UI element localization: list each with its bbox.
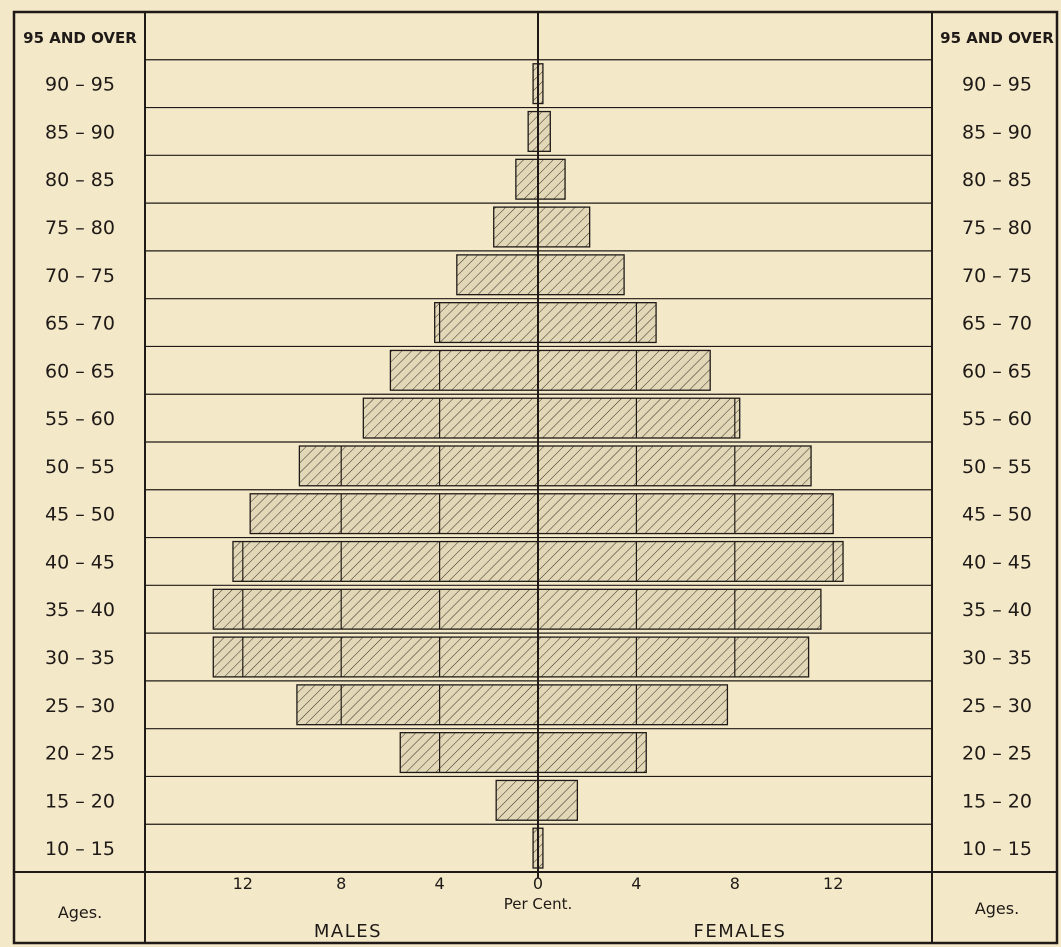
- age-label-left: 65 – 70: [45, 313, 115, 335]
- bar-males-14: [515, 158, 539, 200]
- age-label-right: 15 – 20: [962, 790, 1032, 812]
- ages-label-right: Ages.: [975, 899, 1019, 918]
- bar-males-5: [212, 588, 539, 630]
- males-label: MALES: [314, 921, 382, 942]
- bar-males-15: [527, 110, 539, 152]
- age-label-right: 80 – 85: [962, 169, 1032, 191]
- x-tick-label: 12: [823, 874, 843, 893]
- age-label-left: 90 – 95: [45, 74, 115, 96]
- x-tick-label: 4: [631, 874, 641, 893]
- ages-label-left: Ages.: [58, 903, 102, 922]
- bar-females-4: [537, 636, 810, 678]
- age-label-right: 40 – 45: [962, 551, 1032, 573]
- age-label-right: 90 – 95: [962, 74, 1032, 96]
- gridlines: [242, 12, 834, 878]
- age-label-left: 80 – 85: [45, 169, 115, 191]
- age-label-right: 70 – 75: [962, 265, 1032, 287]
- age-label-left: 20 – 25: [45, 743, 115, 765]
- age-label-left: 45 – 50: [45, 504, 115, 526]
- bar-females-13: [537, 206, 591, 248]
- age-label-right: 35 – 40: [962, 599, 1032, 621]
- age-label-left: 25 – 30: [45, 695, 115, 717]
- x-tick-label: 12: [233, 874, 253, 893]
- bar-females-12: [537, 254, 625, 296]
- bar-females-8: [537, 445, 812, 487]
- age-label-right: 50 – 55: [962, 456, 1032, 478]
- bar-males-6: [232, 540, 539, 582]
- age-label-left: 50 – 55: [45, 456, 115, 478]
- age-label-right: 75 – 80: [962, 217, 1032, 239]
- age-label-right: 20 – 25: [962, 743, 1032, 765]
- x-tick-label: 8: [336, 874, 346, 893]
- age-label-right: 25 – 30: [962, 695, 1032, 717]
- age-label-left: 70 – 75: [45, 265, 115, 287]
- females-label: FEMALES: [694, 921, 787, 942]
- age-label-right: 30 – 35: [962, 647, 1032, 669]
- bar-females-10: [537, 349, 711, 391]
- x-tick-label: 0: [533, 874, 543, 893]
- bar-males-10: [389, 349, 539, 391]
- bar-males-2: [399, 732, 539, 774]
- bar-females-15: [537, 110, 551, 152]
- bar-females-5: [537, 588, 822, 630]
- bar-females-9: [537, 397, 741, 439]
- x-axis-label: Per Cent.: [504, 895, 573, 913]
- bars: [212, 63, 844, 869]
- bar-females-1: [537, 779, 579, 821]
- labels: 95 AND OVER 95 AND OVER 90 – 95 90 – 95 85 –…: [23, 29, 1054, 942]
- age-label-left: 10 – 15: [45, 838, 115, 860]
- x-tick-label: 4: [435, 874, 445, 893]
- bar-males-1: [495, 779, 539, 821]
- x-tick-label: 8: [730, 874, 740, 893]
- bar-males-13: [493, 206, 539, 248]
- age-label-left: 15 – 20: [45, 790, 115, 812]
- outer-border: [12, 10, 1059, 945]
- bar-females-11: [537, 302, 657, 344]
- age-label-left: 30 – 35: [45, 647, 115, 669]
- bar-females-7: [537, 493, 834, 535]
- age-label-left: 60 – 65: [45, 360, 115, 382]
- bar-males-3: [296, 684, 539, 726]
- age-label-right: 55 – 60: [962, 408, 1032, 430]
- bar-males-12: [456, 254, 539, 296]
- chart-frame: [12, 10, 1059, 945]
- bar-females-6: [537, 540, 844, 582]
- age-label-left: 85 – 90: [45, 121, 115, 143]
- age-label-left: 55 – 60: [45, 408, 115, 430]
- bar-males-8: [298, 445, 539, 487]
- bar-females-3: [537, 684, 729, 726]
- bar-males-9: [362, 397, 539, 439]
- bar-females-2: [537, 732, 647, 774]
- bar-males-11: [434, 302, 539, 344]
- bar-females-14: [537, 158, 566, 200]
- age-label-left: 35 – 40: [45, 599, 115, 621]
- bar-males-4: [212, 636, 539, 678]
- age-label-right: 10 – 15: [962, 838, 1032, 860]
- age-label-right: 65 – 70: [962, 313, 1032, 335]
- age-label-left: 95 AND OVER: [23, 29, 137, 47]
- age-label-right: 60 – 65: [962, 360, 1032, 382]
- bar-males-7: [249, 493, 539, 535]
- age-label-right: 95 AND OVER: [940, 29, 1054, 47]
- age-label-right: 85 – 90: [962, 121, 1032, 143]
- age-label-left: 75 – 80: [45, 217, 115, 239]
- age-label-left: 40 – 45: [45, 551, 115, 573]
- age-label-right: 45 – 50: [962, 504, 1032, 526]
